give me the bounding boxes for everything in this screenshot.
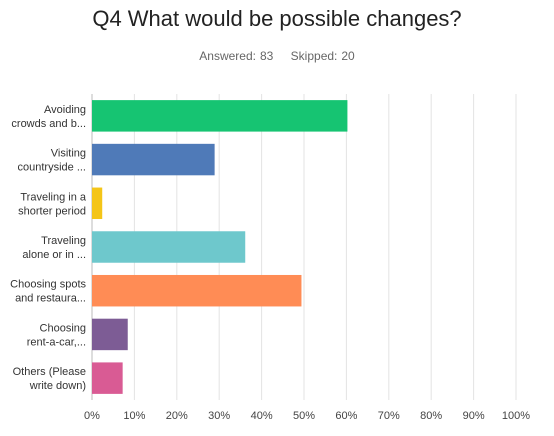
x-tick-label: 100% (502, 410, 530, 422)
category-label-line: Choosing spots (10, 279, 86, 291)
skipped-count: 20 (341, 49, 355, 63)
category-label: Visiting countryside ... (18, 148, 86, 174)
category-label-line: alone or in ... (22, 249, 86, 261)
category-label-line: and restaura... (15, 293, 86, 305)
x-tick-label: 80% (420, 410, 442, 422)
category-label-line: Traveling in a (20, 191, 87, 203)
x-tick-label: 60% (335, 410, 357, 422)
bar (92, 100, 348, 132)
category-label-line: Others (Please (13, 366, 86, 378)
x-tick-label: 10% (123, 410, 145, 422)
category-label: Choosing rent-a-car,... (27, 322, 86, 348)
category-label: Traveling alone or in ... (22, 235, 86, 261)
category-label-line: Avoiding (44, 104, 86, 116)
category-label: Others (Please write down) (13, 366, 86, 392)
bar (92, 318, 128, 351)
category-label-line: rent-a-car,... (27, 336, 86, 348)
category-label-line: crowds and b... (11, 118, 86, 130)
category-label-line: countryside ... (18, 162, 86, 174)
category-label: Avoiding crowds and b... (11, 104, 86, 130)
bar (92, 187, 103, 220)
x-tick-label: 40% (251, 410, 273, 422)
category-label: Choosing spots and restaura... (10, 279, 86, 305)
category-label-line: Traveling (41, 235, 86, 247)
x-tick-label: 30% (208, 410, 230, 422)
category-label: Traveling in a shorter period (18, 191, 87, 217)
skipped-label: Skipped: (290, 49, 338, 63)
x-tick-label: 70% (378, 410, 400, 422)
category-label-line: shorter period (18, 205, 86, 217)
skipped-stat: Skipped: 20 (291, 49, 355, 63)
x-tick-label: 20% (166, 410, 188, 422)
answered-count: 83 (259, 49, 274, 63)
category-label-line: write down) (29, 380, 86, 392)
x-tick-label: 50% (293, 410, 315, 422)
category-label-line: Visiting (51, 148, 86, 160)
bar (92, 143, 215, 176)
category-labels: Avoiding crowds and b... Visiting countrysi… (10, 104, 87, 392)
bar (92, 231, 246, 263)
category-label-line: Choosing (40, 322, 86, 334)
x-tick-labels: 0% 10% 20% 30% 40% 50% 60% 70% 80% 90% 100% (84, 410, 530, 422)
answered-label: Answered: (199, 49, 256, 63)
bar (92, 362, 123, 394)
response-stats: Answered: 83 Skipped: 20 (0, 49, 554, 63)
x-tick-label: 90% (463, 410, 485, 422)
bars (92, 100, 348, 394)
x-tick-label: 0% (84, 410, 100, 422)
answered-stat: Answered: 83 (199, 49, 276, 63)
bar (92, 274, 302, 307)
chart-title: Q4 What would be possible changes? (92, 6, 462, 31)
